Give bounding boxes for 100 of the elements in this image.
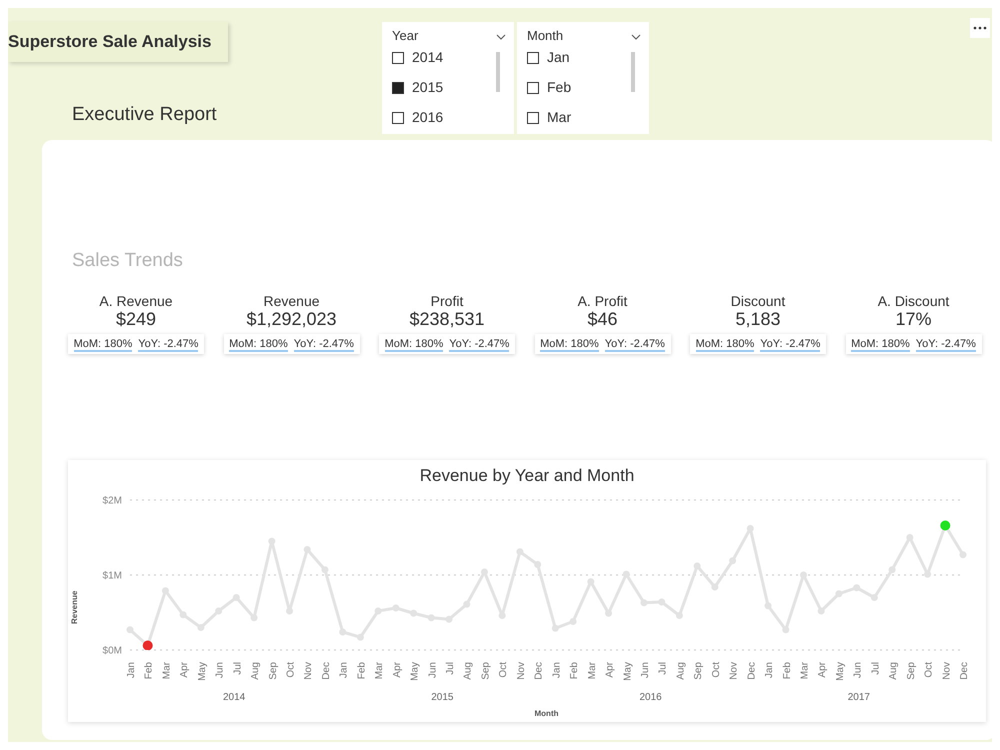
text: Discount <box>730 293 786 309</box>
x-tick-label: Apr <box>604 661 616 678</box>
x-tick-label: Nov <box>516 662 527 680</box>
point <box>286 608 294 614</box>
x-tick-label: Mar <box>374 661 386 680</box>
text: MoM: 180% <box>540 338 599 352</box>
text: Feb <box>547 79 572 95</box>
text: MoM: 180% <box>696 338 754 352</box>
x-tick-label: Dec <box>746 662 758 680</box>
text: $249 <box>114 309 158 330</box>
x-tick-label: Sep <box>693 662 704 680</box>
x-tick-label: Mar <box>161 661 172 680</box>
point <box>410 610 418 617</box>
point <box>463 600 470 608</box>
x-tick-label: Mar <box>586 661 598 680</box>
x-tick-label: Jan <box>764 662 776 678</box>
x-tick-label: Apr <box>392 661 403 678</box>
text: MoM: 180% <box>384 338 444 352</box>
x-tick-label: Dec <box>534 662 545 680</box>
x-tick-label: Feb <box>782 662 793 680</box>
x-tick-label: Jun <box>852 662 864 678</box>
text: MoM: 180% <box>851 338 910 352</box>
point <box>250 614 258 622</box>
point <box>126 626 134 634</box>
point <box>446 616 453 623</box>
x-tick-label: Dec <box>320 662 332 680</box>
text: 2016 <box>638 692 663 703</box>
text: 2017 <box>846 692 871 703</box>
point <box>676 612 683 619</box>
text: 2014 <box>412 49 444 65</box>
x-tick-label: Sep <box>480 662 492 680</box>
y-tick-label: $1M <box>102 570 122 582</box>
text: MoM: 180% <box>74 338 132 352</box>
point <box>516 548 524 556</box>
x-tick-label: Jan <box>551 662 562 678</box>
x-tick-label: Aug <box>888 662 900 680</box>
point <box>782 626 790 634</box>
x-tick-label: Oct <box>710 662 722 678</box>
x-tick-label: May <box>410 662 421 681</box>
x-tick-label: Jun <box>640 662 651 678</box>
point <box>268 538 276 545</box>
x-tick-label: Jul <box>658 662 669 675</box>
x-tick-label: Feb <box>569 662 580 680</box>
point <box>480 568 488 576</box>
point <box>534 561 542 568</box>
text: $238,531 <box>408 309 486 330</box>
text: 2015 <box>430 692 454 703</box>
text: Year <box>392 28 418 43</box>
x-tick-label: May <box>622 662 634 681</box>
point <box>640 599 648 606</box>
text: YoY: -2.47% <box>294 338 354 352</box>
point <box>800 572 807 578</box>
text: MoM: 180% <box>229 338 288 352</box>
point <box>339 628 346 636</box>
point <box>711 584 718 590</box>
text: 17% <box>894 309 933 330</box>
text: $1,292,023 <box>245 309 338 330</box>
y-tick-label: $2M <box>102 496 122 507</box>
x-axis-title: Month <box>534 709 560 718</box>
point <box>180 611 187 618</box>
text: $46 <box>586 309 619 330</box>
point <box>304 546 311 553</box>
text: Jan <box>547 49 570 65</box>
x-tick-label: Jul <box>232 662 244 675</box>
x-tick-label: Oct <box>924 662 935 678</box>
x-tick-label: Nov <box>728 662 740 680</box>
y-axis-title: Revenue <box>70 590 79 624</box>
point <box>570 618 577 625</box>
x-tick-label: Jun <box>214 662 226 678</box>
text: Month <box>527 28 564 43</box>
text: 2015 <box>412 79 444 95</box>
point <box>924 570 932 578</box>
point <box>658 598 666 606</box>
x-tick-label: Aug <box>250 662 262 680</box>
x-tick-label: Apr <box>179 661 190 678</box>
point <box>552 624 559 632</box>
point <box>960 551 966 558</box>
text: Superstore Sale Analysis <box>8 22 228 62</box>
x-tick-label: May <box>834 662 846 681</box>
point <box>835 590 842 598</box>
text: 5,183 <box>734 309 782 330</box>
x-tick-label: Jun <box>427 662 438 678</box>
point <box>374 608 382 614</box>
point <box>392 604 400 612</box>
x-tick-label: Mar <box>799 661 810 680</box>
text: YoY: -2.47% <box>760 338 820 352</box>
x-tick-label: Dec <box>959 662 970 680</box>
point <box>321 566 328 574</box>
x-tick-label: Feb <box>356 662 368 680</box>
text: Sales Trends <box>72 250 183 272</box>
point <box>746 525 754 532</box>
x-tick-label: Nov <box>303 662 314 680</box>
point <box>870 594 878 601</box>
x-tick-label: Feb <box>144 662 155 680</box>
text: YoY: -2.47% <box>916 338 976 352</box>
point <box>888 566 896 574</box>
point <box>818 608 825 614</box>
x-tick-label: Apr <box>817 661 828 678</box>
x-tick-label: Sep <box>268 662 279 680</box>
text: YoY: -2.47% <box>449 338 510 352</box>
